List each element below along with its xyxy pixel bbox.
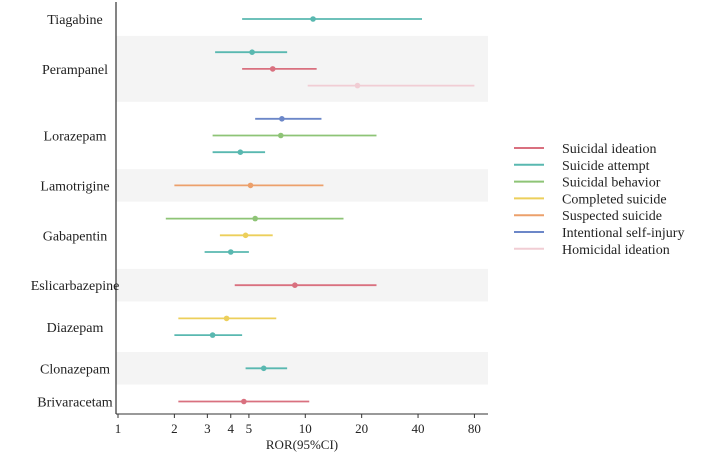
point-lamotrigine-suspected-suicide bbox=[247, 182, 254, 189]
point-gabapentin-suicidal-behavior bbox=[252, 215, 258, 222]
point-lorazepam-suicidal-behavior bbox=[277, 132, 284, 139]
point-tiagabine-suicide-attempt bbox=[310, 16, 316, 22]
drug-labels: Tiagabine Perampanel Lorazepam Lamotrigine G… bbox=[31, 13, 120, 411]
x-tick-label-3: 3 bbox=[204, 421, 211, 436]
x-tick-label-1: 1 bbox=[115, 421, 122, 436]
legend-label-intentional-self-injury: Intentional self-injury bbox=[562, 226, 684, 241]
drug-label-eslicarbazepine: Eslicarbazepine bbox=[31, 279, 120, 294]
point-lorazepam-intentional-self-injury bbox=[279, 116, 285, 122]
drug-label-lamotrigine: Lamotrigine bbox=[40, 179, 109, 194]
legend-label-completed-suicide: Completed suicide bbox=[562, 192, 667, 207]
x-tick-label-2: 2 bbox=[171, 421, 178, 436]
legend-label-homicidal-ideation: Homicidal ideation bbox=[562, 243, 670, 258]
x-tick-label-10: 10 bbox=[299, 421, 312, 436]
point-diazepam-suicide-attempt bbox=[209, 332, 216, 338]
point-diazepam-completed-suicide bbox=[223, 315, 230, 322]
point-gabapentin-suicide-attempt bbox=[227, 249, 234, 255]
legend-label-suspected-suicide: Suspected suicide bbox=[562, 209, 662, 224]
axes: 1 2 3 4 5 10 20 40 80 bbox=[115, 2, 488, 436]
drug-label-clonazepam: Clonazepam bbox=[40, 362, 110, 377]
point-gabapentin-completed-suicide bbox=[242, 232, 249, 239]
drug-label-brivaracetam: Brivaracetam bbox=[37, 396, 113, 411]
x-tick-label-4: 4 bbox=[228, 421, 235, 436]
point-perampanel-suicidal-ideation bbox=[269, 66, 276, 72]
legend-label-suicidal-behavior: Suicidal behavior bbox=[562, 176, 661, 191]
point-clonazepam-suicide-attempt bbox=[260, 365, 267, 372]
band-clonazepam bbox=[116, 352, 488, 385]
drug-label-perampanel: Perampanel bbox=[42, 63, 108, 78]
point-perampanel-suicide-attempt bbox=[249, 49, 255, 55]
plot-marks bbox=[165, 16, 475, 405]
point-lorazepam-suicide-attempt bbox=[237, 149, 244, 155]
drug-label-tiagabine: Tiagabine bbox=[47, 13, 102, 28]
drug-label-diazepam: Diazepam bbox=[47, 321, 104, 336]
point-brivaracetam-suicidal-ideation bbox=[241, 398, 247, 405]
legend-label-suicide-attempt: Suicide attempt bbox=[562, 159, 650, 174]
point-eslicarbazepine-suicidal-ideation bbox=[292, 282, 298, 289]
legend-label-suicidal-ideation: Suicidal ideation bbox=[562, 142, 656, 157]
row-bands bbox=[116, 35, 488, 385]
x-tick-label-5: 5 bbox=[246, 421, 253, 436]
x-tick-label-20: 20 bbox=[355, 421, 368, 436]
legend: Suicidal ideation Suicide attempt Suicidal… bbox=[514, 142, 684, 258]
x-axis-label: ROR(95%CI) bbox=[266, 437, 338, 452]
point-perampanel-homicidal-ideation bbox=[354, 82, 361, 89]
x-tick-label-40: 40 bbox=[412, 421, 425, 436]
drug-label-gabapentin: Gabapentin bbox=[43, 229, 108, 244]
x-tick-label-80: 80 bbox=[468, 421, 481, 436]
drug-label-lorazepam: Lorazepam bbox=[44, 130, 107, 145]
